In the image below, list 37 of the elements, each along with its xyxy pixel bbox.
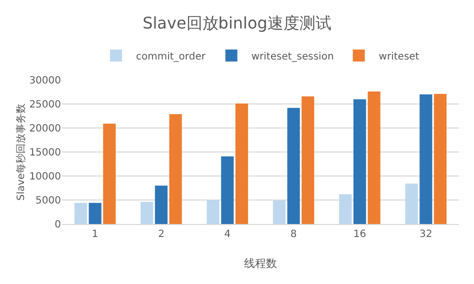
- bar: [287, 108, 300, 224]
- x-axis-title: 线程数: [244, 257, 277, 270]
- bar: [103, 124, 116, 224]
- y-tick-label: 10000: [29, 172, 61, 182]
- bar: [339, 194, 352, 224]
- bar: [140, 202, 154, 224]
- bar: [420, 94, 432, 224]
- y-tick-label: 30000: [29, 76, 61, 86]
- legend-label: commit_order: [136, 51, 206, 62]
- x-tick-label: 16: [353, 229, 366, 240]
- x-tick-label: 8: [290, 229, 297, 240]
- y-tick-label: 20000: [29, 124, 61, 134]
- x-tick-label: 1: [92, 229, 98, 240]
- legend-label: writeset: [378, 51, 420, 62]
- chart-title: Slave回放binlog速度测试: [142, 13, 332, 32]
- bar: [88, 202, 102, 224]
- bar: [169, 114, 182, 224]
- bar: [434, 94, 447, 224]
- y-axis-title: Slave每秒回放事务数: [15, 103, 28, 201]
- bar: [368, 92, 380, 224]
- x-tick-label: 4: [224, 229, 231, 240]
- y-tick-label: 25000: [29, 100, 61, 110]
- y-tick-label: 0: [54, 220, 61, 230]
- y-tick-label: 15000: [29, 148, 61, 158]
- bar: [302, 96, 314, 224]
- legend-label: writeset_session: [251, 51, 334, 62]
- bar: [74, 202, 88, 224]
- x-tick-label: 32: [420, 229, 432, 240]
- bar: [405, 184, 418, 224]
- bar: [235, 104, 248, 224]
- x-tick-label: 2: [158, 229, 164, 240]
- bar: [353, 99, 366, 224]
- bar: [206, 200, 220, 224]
- bar: [221, 156, 234, 224]
- bar: [154, 186, 168, 224]
- y-tick-label: 5000: [36, 196, 61, 206]
- bar: [272, 200, 286, 224]
